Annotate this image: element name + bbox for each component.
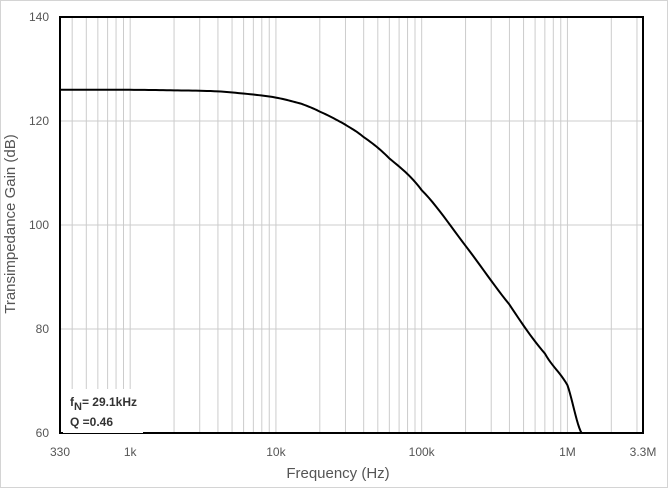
series-layer	[60, 88, 583, 434]
x-axis-title: Frequency (Hz)	[286, 465, 389, 482]
annotation-fn-subscript: N	[74, 401, 82, 413]
annotation-box: fN= 29.1kHz Q =0.46	[63, 389, 143, 433]
annotation-fn-prefix: f	[70, 395, 75, 409]
y-tick-label: 100	[29, 218, 49, 232]
series-line-0	[60, 88, 583, 434]
annotation-fn-value: = 29.1kHz	[82, 395, 137, 409]
y-axis-title: Transimpedance Gain (dB)	[2, 134, 19, 314]
x-tick-label: 1M	[559, 445, 576, 459]
y-tick-labels: 60 80 100 120 140	[29, 10, 49, 440]
x-tick-label: 330	[50, 445, 70, 459]
x-tick-label: 3.3M	[630, 445, 657, 459]
x-tick-label: 100k	[409, 445, 436, 459]
annotation-background	[63, 389, 143, 433]
y-tick-label: 140	[29, 10, 49, 24]
annotation-q: Q =0.46	[70, 415, 113, 429]
y-tick-label: 80	[36, 322, 50, 336]
y-tick-label: 60	[36, 426, 50, 440]
grid	[60, 17, 643, 433]
x-tick-labels: 330 1k 10k 100k 1M 3.3M	[50, 445, 656, 459]
x-tick-label: 10k	[266, 445, 286, 459]
annotation-fn: fN= 29.1kHz	[70, 395, 137, 413]
plot-border	[59, 16, 644, 434]
x-tick-label: 1k	[124, 445, 138, 459]
y-tick-label: 120	[29, 114, 49, 128]
